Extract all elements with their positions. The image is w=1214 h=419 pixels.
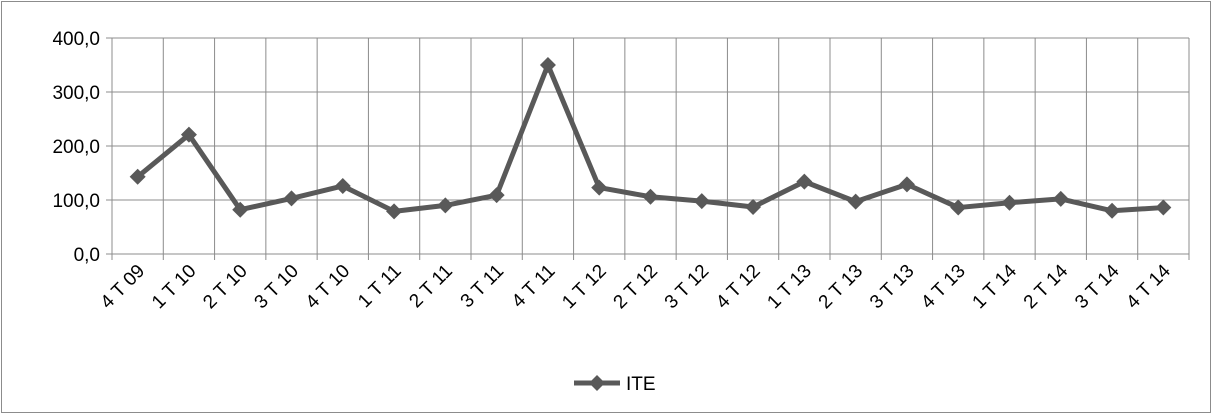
- x-tick-label: 3 T 14: [1071, 260, 1124, 313]
- x-tick-label: 4 T 13: [917, 261, 969, 313]
- data-point: [898, 176, 915, 193]
- x-tick-label: 4 T 14: [1122, 260, 1175, 313]
- data-point: [1052, 190, 1069, 207]
- data-point: [796, 173, 813, 190]
- x-tick-label: 1 T 14: [969, 260, 1022, 313]
- y-tick-label: 300,0: [52, 83, 100, 104]
- x-tick-label: 2 T 12: [610, 261, 662, 313]
- data-point: [1001, 194, 1018, 211]
- data-point: [950, 199, 967, 216]
- legend-label: ITE: [626, 374, 656, 395]
- x-tick-label: 3 T 12: [661, 261, 713, 313]
- y-tick-label: 400,0: [52, 29, 100, 50]
- data-point: [539, 57, 556, 73]
- x-tick-label: 4 T 10: [302, 261, 354, 313]
- data-point: [386, 203, 403, 220]
- x-tick-label: 2 T 10: [199, 261, 251, 313]
- y-tick-label: 100,0: [52, 191, 100, 212]
- data-point: [1155, 199, 1172, 216]
- data-point: [180, 126, 197, 143]
- x-tick-label: 1 T 12: [558, 261, 610, 313]
- data-point: [591, 179, 608, 196]
- x-tick-label: 2 T 13: [815, 261, 867, 313]
- x-tick-label: 1 T 11: [354, 261, 405, 312]
- x-tick-label: 4 T 11: [508, 261, 559, 312]
- legend-marker: [589, 375, 605, 391]
- x-tick-label: 2 T 14: [1020, 260, 1073, 313]
- data-point: [283, 190, 300, 207]
- x-tick-label: 3 T 10: [251, 261, 303, 313]
- data-point: [232, 201, 249, 218]
- data-point: [847, 193, 864, 210]
- x-tick-label: 3 T 13: [866, 261, 918, 313]
- data-point: [129, 168, 146, 185]
- data-point: [1104, 202, 1121, 219]
- x-tick-label: 3 T 11: [457, 261, 508, 312]
- y-tick-label: 0,0: [74, 245, 100, 266]
- data-point: [693, 193, 710, 210]
- x-tick-label: 2 T 11: [405, 261, 456, 312]
- y-tick-label: 200,0: [52, 137, 100, 158]
- data-point: [745, 199, 762, 216]
- x-tick-label: 1 T 13: [763, 261, 815, 313]
- data-point: [642, 188, 659, 205]
- data-point: [334, 177, 351, 194]
- data-point: [488, 187, 505, 204]
- data-point: [437, 197, 454, 214]
- x-tick-label: 4 T 12: [712, 261, 764, 313]
- x-tick-label: 1 T 10: [148, 261, 200, 313]
- x-tick-label: 4 T 09: [97, 261, 149, 313]
